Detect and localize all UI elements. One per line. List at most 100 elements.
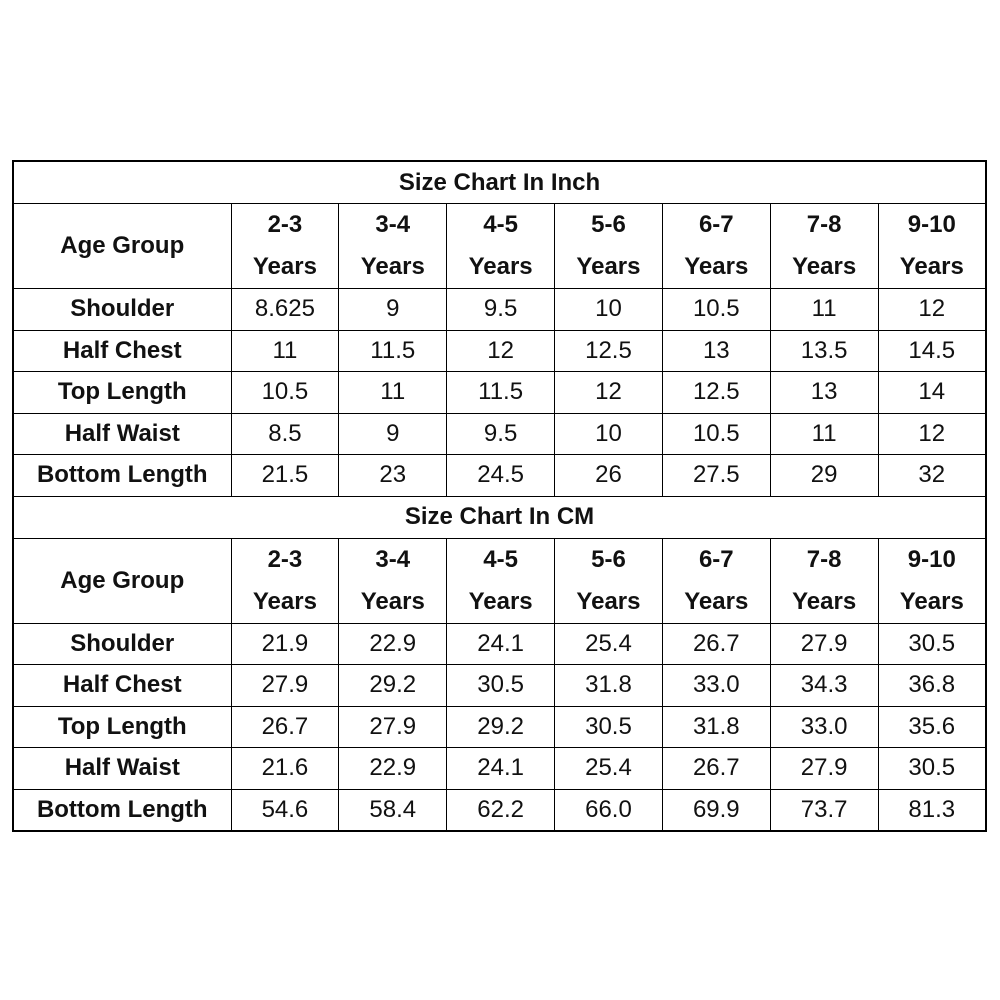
- value-cell: 54.6: [230, 788, 340, 832]
- value-cell: 69.9: [661, 788, 771, 832]
- data-row: Half Waist 21.6 22.9 24.1 25.4 26.7 27.9 30.5: [12, 747, 987, 790]
- value-cell: 8.625: [230, 288, 340, 331]
- value-cell: 26: [554, 454, 663, 497]
- header-cell: Age Group: [12, 537, 232, 624]
- value-cell: 26.7: [661, 747, 771, 790]
- data-row: Shoulder 21.9 22.9 24.1 25.4 26.7 27.9 30.5: [12, 622, 987, 665]
- value-cell: 12.5: [554, 329, 663, 372]
- value-cell: 24.1: [446, 747, 556, 790]
- data-row: Shoulder 8.625 9 9.5 10 10.5 11 12: [12, 288, 987, 331]
- value-cell: 58.4: [338, 788, 448, 832]
- header-cell: Age Group: [12, 203, 232, 289]
- value-cell: 10: [554, 288, 663, 331]
- value-cell: 36.8: [877, 664, 987, 707]
- value-cell: 11: [769, 412, 879, 455]
- row-label: Bottom Length: [12, 788, 232, 832]
- value-cell: 29: [769, 454, 879, 497]
- row-label: Top Length: [12, 705, 232, 748]
- value-cell: 24.1: [446, 622, 556, 665]
- value-cell: 22.9: [338, 747, 448, 790]
- row-label: Half Waist: [12, 747, 232, 790]
- value-cell: 13: [769, 371, 879, 414]
- value-cell: 14: [877, 371, 987, 414]
- size-table: Size Chart In Inch Age Group 2-3 Years 3-4 …: [12, 160, 987, 832]
- value-cell: 10.5: [230, 371, 340, 414]
- header-cell: 2-3 Years: [230, 537, 340, 624]
- value-cell: 9.5: [446, 288, 556, 331]
- header-row: Age Group 2-3 Years 3-4 Years 4-5 Years 5-6 …: [12, 537, 987, 624]
- data-row: Bottom Length 54.6 58.4 62.2 66.0 69.9 73.7 81.…: [12, 788, 987, 832]
- value-cell: 27.5: [661, 454, 771, 497]
- value-cell: 29.2: [446, 705, 556, 748]
- value-cell: 23: [338, 454, 448, 497]
- value-cell: 30.5: [877, 622, 987, 665]
- data-row: Bottom Length 21.5 23 24.5 26 27.5 29 32: [12, 454, 987, 497]
- value-cell: 62.2: [446, 788, 556, 832]
- header-cell: 9-10 Years: [877, 203, 987, 289]
- value-cell: 30.5: [446, 664, 556, 707]
- value-cell: 30.5: [554, 705, 663, 748]
- value-cell: 81.3: [877, 788, 987, 832]
- row-label: Shoulder: [12, 288, 232, 331]
- header-cell: 9-10 Years: [877, 537, 987, 624]
- value-cell: 9: [338, 412, 448, 455]
- value-cell: 10: [554, 412, 663, 455]
- header-cell: 7-8 Years: [769, 537, 879, 624]
- value-cell: 14.5: [877, 329, 987, 372]
- data-row: Half Chest 11 11.5 12 12.5 13 13.5 14.5: [12, 329, 987, 372]
- value-cell: 34.3: [769, 664, 879, 707]
- value-cell: 13.5: [769, 329, 879, 372]
- value-cell: 26.7: [230, 705, 340, 748]
- title-row: Size Chart In Inch: [12, 160, 987, 204]
- row-label: Half Chest: [12, 664, 232, 707]
- value-cell: 12: [877, 412, 987, 455]
- value-cell: 26.7: [661, 622, 771, 665]
- value-cell: 9.5: [446, 412, 556, 455]
- row-label: Bottom Length: [12, 454, 232, 497]
- value-cell: 33.0: [769, 705, 879, 748]
- value-cell: 24.5: [446, 454, 556, 497]
- value-cell: 21.9: [230, 622, 340, 665]
- value-cell: 66.0: [554, 788, 663, 832]
- value-cell: 33.0: [661, 664, 771, 707]
- data-row: Half Waist 8.5 9 9.5 10 10.5 11 12: [12, 412, 987, 455]
- value-cell: 12: [877, 288, 987, 331]
- value-cell: 27.9: [338, 705, 448, 748]
- value-cell: 12.5: [661, 371, 771, 414]
- value-cell: 25.4: [554, 622, 663, 665]
- section-title: Size Chart In CM: [12, 495, 987, 539]
- value-cell: 31.8: [554, 664, 663, 707]
- value-cell: 32: [877, 454, 987, 497]
- data-row: Top Length 10.5 11 11.5 12 12.5 13 14: [12, 371, 987, 414]
- value-cell: 11.5: [446, 371, 556, 414]
- header-cell: 4-5 Years: [446, 203, 556, 289]
- value-cell: 21.6: [230, 747, 340, 790]
- row-label: Half Waist: [12, 412, 232, 455]
- value-cell: 11: [769, 288, 879, 331]
- header-cell: 6-7 Years: [661, 203, 771, 289]
- header-cell: 5-6 Years: [554, 203, 663, 289]
- value-cell: 73.7: [769, 788, 879, 832]
- header-row: Age Group 2-3 Years 3-4 Years 4-5 Years 5-6 …: [12, 203, 987, 289]
- value-cell: 22.9: [338, 622, 448, 665]
- section-title: Size Chart In Inch: [12, 160, 987, 204]
- value-cell: 9: [338, 288, 448, 331]
- title-row: Size Chart In CM: [12, 495, 987, 539]
- value-cell: 8.5: [230, 412, 340, 455]
- data-row: Top Length 26.7 27.9 29.2 30.5 31.8 33.0 35.6: [12, 705, 987, 748]
- value-cell: 12: [554, 371, 663, 414]
- row-label: Shoulder: [12, 622, 232, 665]
- value-cell: 13: [661, 329, 771, 372]
- header-cell: 3-4 Years: [338, 203, 448, 289]
- value-cell: 12: [446, 329, 556, 372]
- value-cell: 27.9: [769, 622, 879, 665]
- header-cell: 2-3 Years: [230, 203, 340, 289]
- value-cell: 25.4: [554, 747, 663, 790]
- value-cell: 10.5: [661, 288, 771, 331]
- value-cell: 31.8: [661, 705, 771, 748]
- value-cell: 30.5: [877, 747, 987, 790]
- row-label: Top Length: [12, 371, 232, 414]
- value-cell: 11.5: [338, 329, 448, 372]
- value-cell: 35.6: [877, 705, 987, 748]
